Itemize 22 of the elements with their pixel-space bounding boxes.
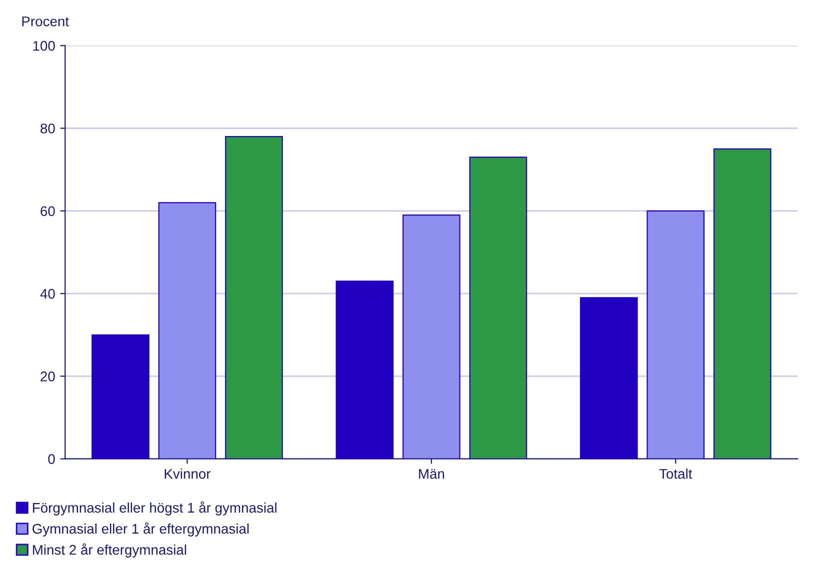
legend-label: Förgymnasial eller högst 1 år gymnasial	[32, 501, 276, 516]
y-tick-label: 80	[40, 124, 55, 134]
bar	[336, 280, 394, 459]
bar	[580, 297, 638, 459]
bar	[469, 156, 528, 459]
legend-label: Minst 2 år eftergymnasial	[32, 543, 186, 558]
legend-label: Gymnasial eller 1 år eftergymnasial	[32, 522, 249, 536]
y-tick-label: 100	[33, 40, 55, 51]
x-tick-label: Totalt	[659, 468, 692, 479]
bar	[225, 136, 283, 459]
x-tick-label: Kvinnor	[164, 468, 211, 479]
y-tick-label: 0	[48, 454, 55, 464]
y-axis-title: Procent	[22, 16, 69, 26]
bar	[713, 148, 772, 459]
y-tick-label: 60	[40, 206, 55, 216]
y-tick-label: 20	[40, 372, 55, 382]
bar	[92, 334, 150, 459]
x-tick-label: Män	[419, 469, 444, 479]
bar	[158, 202, 216, 459]
y-tick-label: 40	[40, 288, 55, 299]
bar	[646, 210, 705, 459]
bar	[402, 214, 460, 459]
